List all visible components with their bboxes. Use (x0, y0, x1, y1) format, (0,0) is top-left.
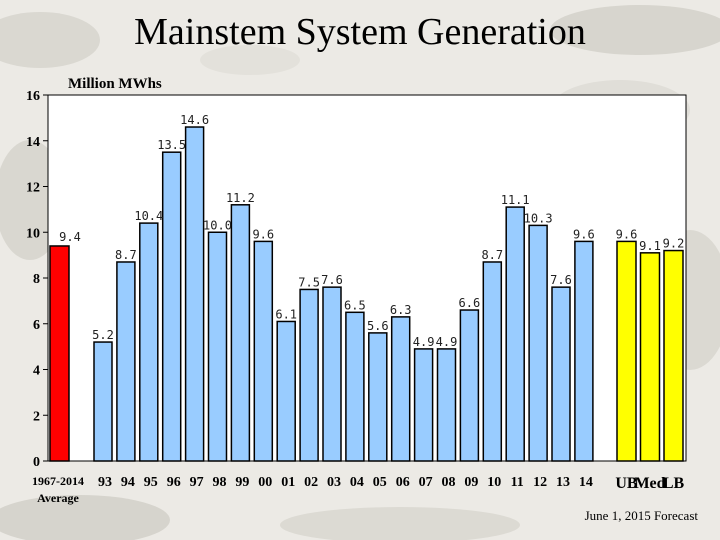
x-tick-label: 05 (373, 475, 387, 490)
data-label: 4.9 (413, 335, 435, 349)
y-axis-unit-label: Million MWhs (68, 76, 162, 92)
data-label: 8.7 (115, 248, 137, 262)
data-label: 7.5 (298, 275, 320, 289)
data-label: 9.4 (59, 230, 81, 244)
x-tick-label: 09 (464, 475, 478, 490)
bar-97 (184, 126, 205, 462)
y-tick-label: 2 (33, 409, 40, 424)
bar-11 (505, 206, 525, 462)
x-tick-label: 14 (579, 475, 593, 490)
bar-12 (528, 224, 548, 462)
y-tick-label: 4 (33, 364, 40, 379)
data-label: 6.6 (459, 296, 481, 310)
data-label: 9.6 (616, 227, 638, 241)
data-label: 9.1 (639, 239, 661, 253)
bar-ub (616, 240, 637, 462)
bar-1967-2014-average (49, 245, 70, 462)
data-label: 13.5 (157, 138, 186, 152)
data-label: 5.2 (92, 328, 114, 342)
chart-title: Mainstem System Generation (134, 11, 586, 53)
bar-00 (253, 240, 274, 462)
x-tick-label-forecast: LB (663, 475, 685, 492)
x-tick-label: 12 (533, 475, 547, 490)
data-label: 6.5 (344, 298, 366, 312)
y-tick-label: 0 (33, 455, 40, 470)
data-label: 10.4 (134, 209, 163, 223)
bar-08 (436, 348, 457, 462)
data-label: 9.2 (663, 237, 685, 251)
y-tick-label: 14 (26, 135, 40, 150)
y-axis-ticks: 0 2 4 6 8 10 12 14 16 (26, 89, 48, 470)
data-labels: 9.45.28.710.413.514.610.011.29.66.17.5 7.… (59, 113, 684, 349)
bar-04 (345, 311, 365, 462)
x-tick-label: 07 (419, 475, 433, 490)
x-tick-label: 06 (396, 475, 410, 490)
bar-98 (207, 231, 228, 462)
bar-10 (482, 261, 503, 462)
x-tick-label-forecast: Med (634, 475, 665, 492)
x-tick-label: 04 (350, 475, 364, 490)
y-tick-label: 6 (33, 318, 40, 333)
data-label: 6.1 (275, 307, 297, 321)
y-tick-label: 16 (26, 89, 40, 104)
x-tick-label: 08 (442, 475, 456, 490)
data-label: 10.3 (524, 211, 553, 225)
data-label: 5.6 (367, 319, 389, 333)
bar-96 (161, 151, 182, 462)
x-tick-label: 99 (235, 475, 249, 490)
x-tick-label: 03 (327, 475, 341, 490)
x-tick-label-average-line1: 1967-2014 (32, 474, 84, 488)
data-label: 7.6 (321, 273, 343, 287)
bar-series (49, 126, 684, 462)
x-tick-label: 02 (304, 475, 318, 490)
bar-93 (93, 341, 113, 462)
bar-07 (413, 348, 434, 462)
x-tick-label: 00 (258, 475, 272, 490)
x-tick-label: 13 (556, 475, 570, 490)
bar-lb (663, 249, 684, 462)
data-label: 6.3 (390, 303, 412, 317)
bar-99 (230, 204, 251, 462)
data-label: 14.6 (180, 113, 209, 127)
bar-med (639, 252, 661, 462)
x-tick-label: 94 (121, 475, 135, 490)
y-tick-label: 10 (26, 226, 40, 241)
bar-05 (368, 332, 388, 462)
y-tick-label: 12 (26, 181, 40, 196)
x-tick-label: 01 (281, 475, 295, 490)
x-tick-label-forecast: UB (615, 475, 638, 492)
forecast-date-footer: June 1, 2015 Forecast (584, 508, 698, 523)
x-tick-label: 97 (190, 475, 204, 490)
bar-13 (551, 286, 571, 462)
data-label: 11.2 (226, 191, 255, 205)
x-tick-label: 95 (144, 475, 158, 490)
x-tick-label: 98 (213, 475, 227, 490)
bar-06 (390, 316, 411, 462)
data-label: 10.0 (203, 218, 232, 232)
data-label: 9.6 (252, 227, 274, 241)
y-tick-label: 8 (33, 272, 40, 287)
x-tick-label: 11 (511, 475, 524, 490)
data-label: 4.9 (436, 335, 458, 349)
data-label: 9.6 (573, 227, 595, 241)
x-tick-label: 96 (167, 475, 181, 490)
bar-94 (116, 261, 136, 462)
data-label: 8.7 (481, 248, 503, 262)
x-axis-ticks: 1967-2014 Average 93 94 95 96 97 98 99 00 01 02 03 04… (32, 474, 685, 505)
data-label: 11.1 (501, 193, 530, 207)
data-label: 7.6 (550, 273, 572, 287)
x-tick-label: 10 (487, 475, 501, 490)
bar-14 (574, 240, 594, 462)
bar-02 (299, 288, 319, 462)
bar-01 (276, 320, 296, 462)
bar-03 (322, 286, 342, 462)
x-tick-label: 93 (98, 475, 112, 490)
bar-09 (459, 309, 480, 462)
x-tick-label-average-line2: Average (37, 491, 79, 505)
bar-95 (139, 222, 159, 462)
